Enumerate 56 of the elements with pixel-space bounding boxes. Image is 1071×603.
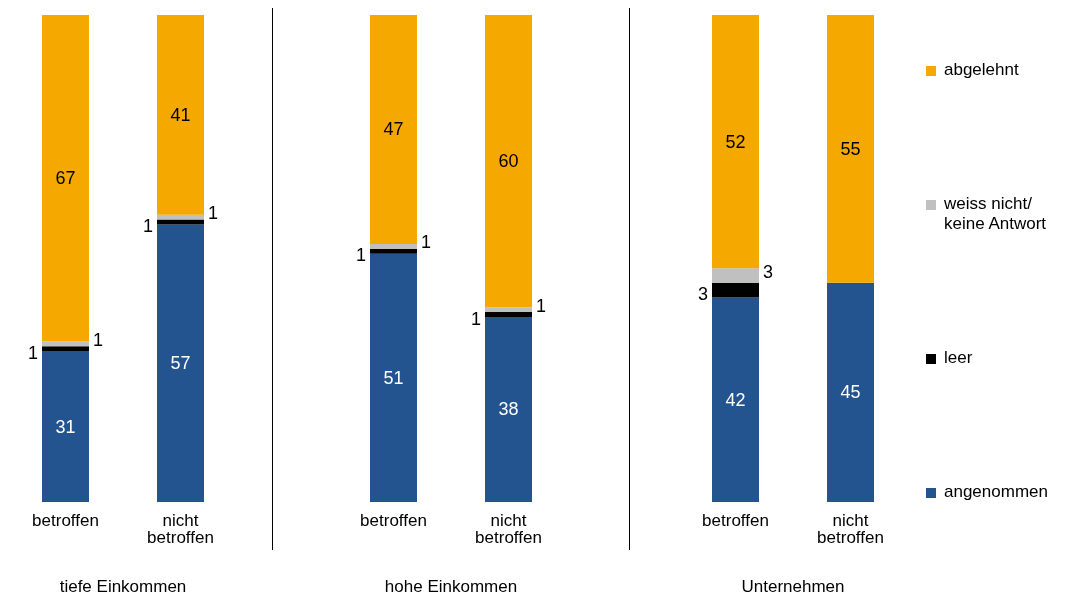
x-tick-label: betroffen xyxy=(32,511,99,531)
x-axis-title: tiefe Einkommen xyxy=(59,577,187,596)
legend-label: weiss nicht/ keine Antwort xyxy=(944,194,1048,234)
bar xyxy=(42,15,89,342)
x-axis-title: Unternehmen xyxy=(741,577,845,596)
data-label: 47 xyxy=(383,119,404,140)
data-label: 60 xyxy=(498,151,519,172)
x-tick-label: nicht betroffen xyxy=(817,511,884,548)
data-label: 31 xyxy=(55,416,76,437)
bar xyxy=(712,297,759,502)
legend-label: angenommen xyxy=(944,482,1049,502)
bar xyxy=(42,351,89,502)
bar xyxy=(485,316,532,502)
data-label: 1 xyxy=(355,245,366,266)
data-label: 1 xyxy=(208,203,219,224)
x-tick-label: nicht betroffen xyxy=(475,511,542,548)
bar xyxy=(370,253,417,502)
data-label: 52 xyxy=(725,131,746,152)
data-label: 1 xyxy=(142,215,153,236)
bar xyxy=(42,346,89,352)
data-label: 45 xyxy=(840,382,861,403)
data-label: 57 xyxy=(170,353,191,374)
bar xyxy=(370,248,417,254)
bar xyxy=(827,15,874,283)
data-label: 1 xyxy=(93,329,104,350)
bar xyxy=(370,243,417,249)
data-label: 1 xyxy=(27,342,38,363)
data-label: 42 xyxy=(725,389,746,410)
data-label: 55 xyxy=(840,138,861,159)
x-tick-label: betroffen xyxy=(360,511,427,531)
bar xyxy=(712,268,759,283)
bar xyxy=(712,282,759,298)
x-tick-label: nicht betroffen xyxy=(147,511,214,548)
data-label: 1 xyxy=(536,295,547,316)
x-axis-title: hohe Einkommen xyxy=(384,577,518,596)
data-label: 67 xyxy=(55,168,76,189)
bar xyxy=(712,15,759,269)
bar xyxy=(485,15,532,308)
legend-label: leer xyxy=(944,348,974,368)
bar xyxy=(827,282,874,502)
bar xyxy=(157,15,204,215)
legend-label: abgelehnt xyxy=(944,60,1020,80)
data-label: 3 xyxy=(697,284,708,305)
data-label: 1 xyxy=(470,308,481,329)
x-tick-label: betroffen xyxy=(702,511,769,531)
bar xyxy=(485,307,532,313)
data-label: 3 xyxy=(763,261,774,282)
bar xyxy=(370,15,417,244)
bar xyxy=(42,341,89,347)
bar xyxy=(485,312,532,317)
data-label: 1 xyxy=(421,232,432,253)
bar xyxy=(157,224,204,502)
data-label: 51 xyxy=(383,367,404,388)
bar xyxy=(157,214,204,220)
data-label: 38 xyxy=(498,399,519,420)
data-label: 41 xyxy=(170,104,191,125)
